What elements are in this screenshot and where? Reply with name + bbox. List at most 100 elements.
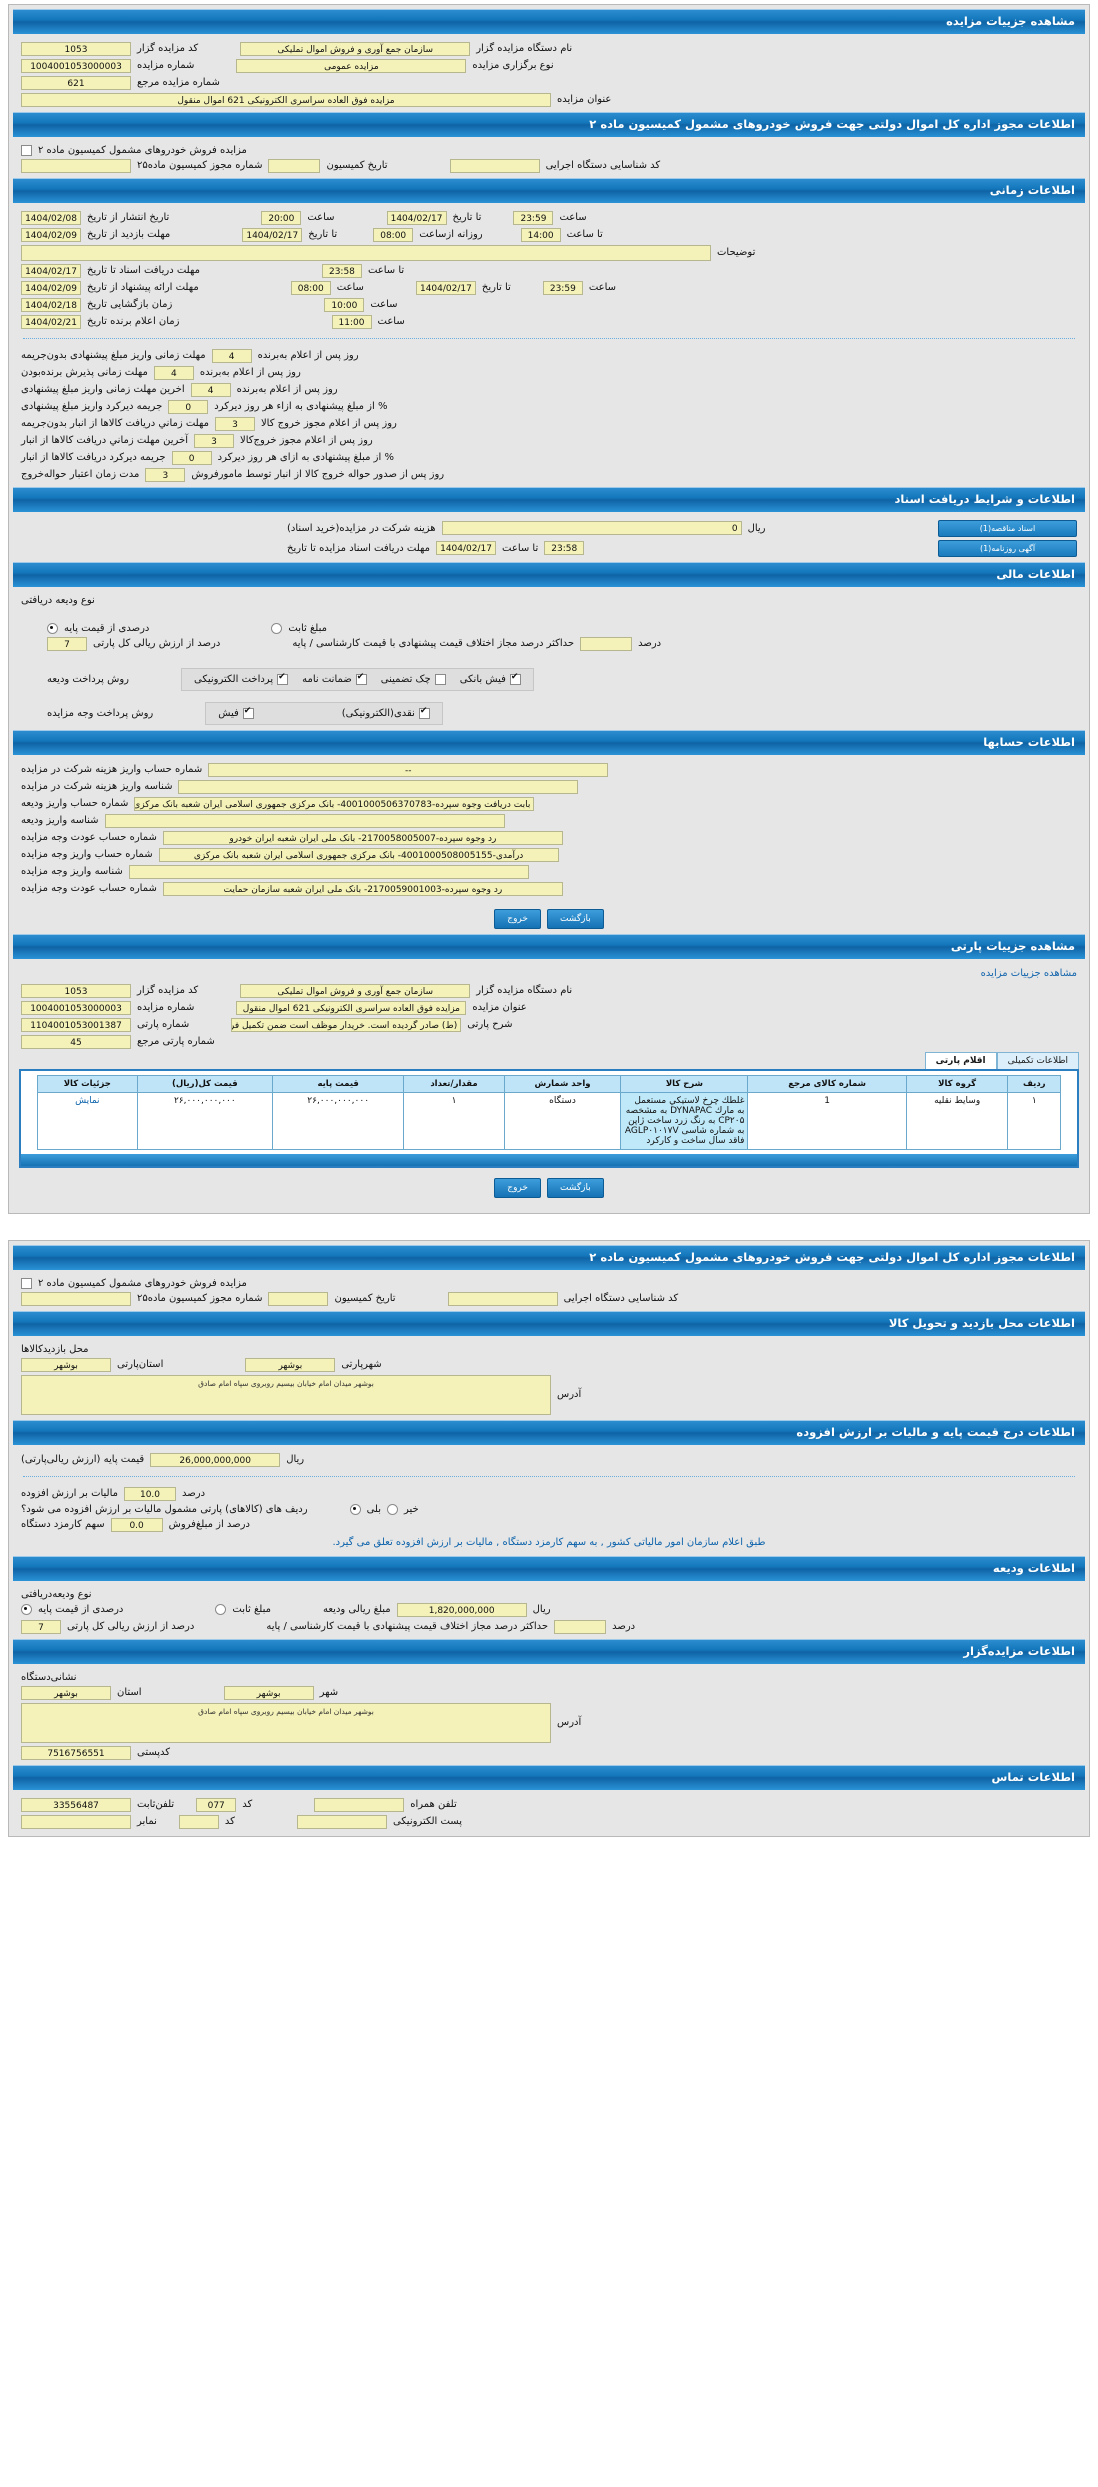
auction-number-value[interactable]: 1004001053000003 [21,58,131,73]
deposit-amount-value[interactable]: 1,820,000,000 [396,1602,527,1617]
party-desc-value[interactable]: (ط) صادر گردیده است. خریدار موظف است ضمن… [231,1017,462,1032]
back-button-2[interactable]: بازگشت [546,1177,604,1198]
rule-value[interactable]: 3 [194,433,234,448]
deposit-method-guaranteed-check[interactable]: چک تضمینی [381,673,446,685]
offer-from-hour[interactable]: 08:00 [290,280,331,295]
visit-from-date[interactable]: 1404/02/09 [21,227,81,242]
attached-docs-button[interactable]: اسناد مناقصه(1) [938,519,1077,537]
deposit-percent-value[interactable]: 7 [21,1619,61,1634]
checkbox-icon[interactable] [242,706,254,719]
visit-hour-from[interactable]: 08:00 [373,227,414,242]
delivery-address-value[interactable]: بوشهر میدان امام خیابان بیسیم روبروی سپا… [21,1374,551,1415]
auctioneer-province-value[interactable]: بوشهر [21,1685,111,1700]
publish-to-date[interactable]: 1404/02/17 [386,210,447,225]
checkbox-icon[interactable] [434,673,446,685]
party-auction-number-value[interactable]: 1004001053000003 [21,1000,131,1015]
publish-from-date[interactable]: 1404/02/08 [21,210,81,225]
cell-details-link[interactable]: نمایش [36,1092,138,1150]
rule-value[interactable]: 3 [214,416,255,431]
tab-party-items[interactable]: اقلام پارتی [924,1052,997,1069]
rule-value[interactable]: 0 [168,399,209,414]
permit-no-value-2[interactable] [21,1291,131,1306]
party-code-value[interactable]: 1053 [21,983,131,998]
offer-to-date[interactable]: 1404/02/17 [415,280,476,295]
publish-to-hour[interactable]: 23:59 [513,210,554,225]
open-date[interactable]: 1404/02/18 [21,297,81,312]
account-value[interactable]: -- [208,762,609,777]
account-value[interactable]: رد وجوه سپرده-2170058005007- بانک ملی ای… [162,830,563,845]
party-no-value[interactable]: 1104001053001387 [21,1017,131,1032]
rule-value[interactable]: 4 [190,382,231,397]
ref-party-value[interactable]: 45 [21,1034,131,1049]
visit-hour-to[interactable]: 14:00 [520,227,561,242]
fax-value[interactable] [21,1814,131,1829]
auction-ref-value[interactable]: 621 [21,75,131,90]
account-value[interactable]: درآمدی-4001000508005155- بانک مرکزی جمهو… [158,847,559,862]
org-value[interactable]: سازمان جمع آوری و فروش اموال تملیکی [240,41,471,56]
email-value[interactable] [296,1814,387,1829]
offer-from-date[interactable]: 1404/02/09 [21,280,81,295]
rule-value[interactable]: 0 [171,450,212,465]
percent-base-radio[interactable] [47,622,58,634]
docs-deadline-date2[interactable]: 1404/02/17 [436,541,497,555]
account-value[interactable] [104,813,505,828]
commission-date-value[interactable] [268,158,321,173]
account-value[interactable] [178,779,579,794]
mobile-value[interactable] [314,1797,405,1812]
back-button[interactable]: بازگشت [546,908,604,929]
auctioneer-city-value[interactable]: بوشهر [223,1685,314,1700]
rule-value[interactable]: 3 [145,467,186,482]
delivery-city-value[interactable]: بوشهر [245,1357,336,1372]
deposit-method-bank-slip[interactable]: فیش بانکی [460,672,521,685]
permit-no-value[interactable] [21,158,131,173]
auction-type-value[interactable]: مزایده عمومی [236,58,467,73]
delivery-province-value[interactable]: بوشهر [21,1357,111,1372]
checkbox-icon[interactable] [509,672,521,685]
deposit-percent-radio[interactable] [21,1604,32,1615]
party-org-value[interactable]: سازمان جمع آوری و فروش اموال تملیکی [240,983,471,998]
vat-value[interactable]: 10.0 [124,1486,177,1501]
publish-hour[interactable]: 20:00 [261,210,302,225]
rule-value[interactable]: 4 [153,365,194,380]
phone-code-value[interactable]: 077 [196,1797,237,1812]
offer-to-hour[interactable]: 23:59 [542,280,583,295]
commission-value[interactable]: 0.0 [110,1517,163,1532]
rule-value[interactable]: 4 [211,348,252,363]
open-hour[interactable]: 10:00 [324,297,365,312]
deposit-max-diff-value[interactable] [554,1619,607,1634]
vat-yes-radio[interactable] [349,1503,361,1515]
account-value[interactable] [128,864,529,879]
commission-date-value-2[interactable] [268,1291,329,1306]
auctioneer-address-value[interactable]: بوشهر میدان امام خیابان بیسیم روبروی سپا… [21,1702,551,1743]
exec-code-value[interactable] [449,158,540,173]
deposit-fixed-radio[interactable] [215,1604,227,1615]
auction-method-cash-electronic[interactable]: نقدی(الکترونیکی) [342,706,430,719]
tab-additional-info[interactable]: اطلاعات تکمیلی [996,1052,1079,1069]
account-value[interactable]: بابت دریافت وجوه سپرده-4001000506370783-… [134,796,535,811]
docs-deadline-hour2[interactable]: 23:58 [544,541,585,555]
postal-code-value[interactable]: 7516756551 [21,1745,131,1760]
description-value[interactable] [21,244,711,261]
deposit-method-guarantee-letter[interactable]: ضمانت نامه [302,672,367,685]
docs-deadline-hour[interactable]: 23:58 [321,263,362,278]
permit-checkbox-2[interactable] [21,1277,32,1289]
auction-title-value[interactable]: مزایده فوق العاده سراسری الکترونیکی 621 … [21,92,551,107]
auction-method-receipt[interactable]: فیش [218,706,254,719]
account-value[interactable]: رد وجوه سپرده-2170059001003- بانک ملی ای… [162,881,563,896]
vat-no-radio[interactable] [387,1503,398,1515]
exec-code-value-2[interactable] [447,1291,558,1306]
winner-date[interactable]: 1404/02/21 [21,314,81,329]
base-price-value[interactable]: 26,000,000,000 [150,1452,281,1467]
party-auction-title-value[interactable]: مزایده فوق العاده سراسری الکترونیکی 621 … [236,1000,467,1015]
winner-hour[interactable]: 11:00 [331,314,372,329]
docs-deadline-date[interactable]: 1404/02/17 [21,263,81,278]
percent-value[interactable]: 7 [47,636,87,651]
visit-to-date[interactable]: 1404/02/17 [242,227,303,242]
fax-code-value[interactable] [178,1814,219,1829]
participation-cost-value[interactable]: 0 [441,521,742,535]
newspaper-ad-button[interactable]: آگهی روزنامه(1) [938,539,1077,557]
max-diff-value[interactable] [580,636,633,651]
fixed-amount-radio[interactable] [271,622,283,634]
auction-code-value[interactable]: 1053 [21,41,131,56]
exit-button-2[interactable]: خروج [494,1177,541,1198]
